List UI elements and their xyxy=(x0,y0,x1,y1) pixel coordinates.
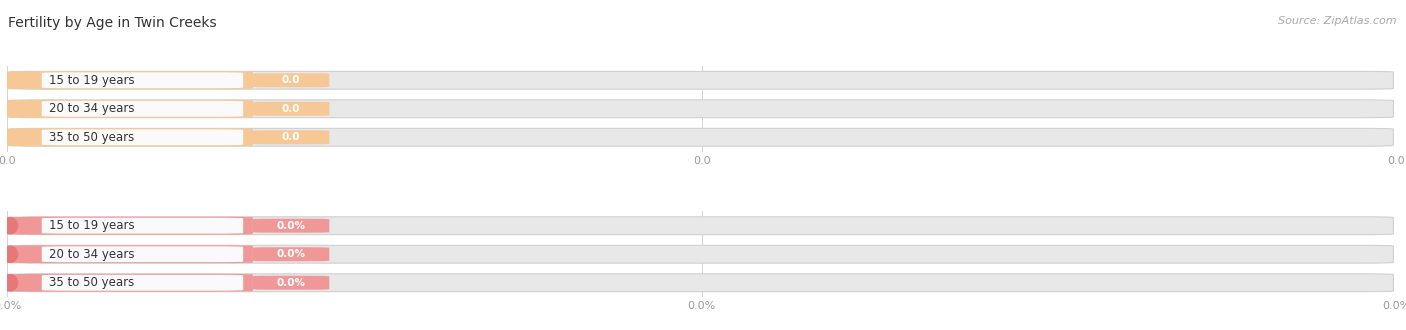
FancyBboxPatch shape xyxy=(10,217,253,235)
Text: Source: ZipAtlas.com: Source: ZipAtlas.com xyxy=(1278,16,1396,26)
Text: 0.0: 0.0 xyxy=(281,75,301,85)
FancyBboxPatch shape xyxy=(42,246,243,262)
FancyBboxPatch shape xyxy=(253,247,329,261)
Ellipse shape xyxy=(1,100,18,118)
Text: 0.0%: 0.0% xyxy=(277,249,305,259)
Text: 35 to 50 years: 35 to 50 years xyxy=(49,276,134,289)
FancyBboxPatch shape xyxy=(10,71,1393,89)
FancyBboxPatch shape xyxy=(10,217,1393,235)
FancyBboxPatch shape xyxy=(42,218,243,234)
FancyBboxPatch shape xyxy=(253,276,329,290)
FancyBboxPatch shape xyxy=(10,71,253,89)
FancyBboxPatch shape xyxy=(42,72,243,88)
FancyBboxPatch shape xyxy=(42,129,243,145)
Text: 15 to 19 years: 15 to 19 years xyxy=(49,74,135,87)
FancyBboxPatch shape xyxy=(10,274,253,292)
FancyBboxPatch shape xyxy=(10,274,1393,292)
Text: 0.0%: 0.0% xyxy=(277,278,305,288)
Text: 35 to 50 years: 35 to 50 years xyxy=(49,131,134,144)
Text: 0.0: 0.0 xyxy=(281,104,301,114)
FancyBboxPatch shape xyxy=(253,130,329,144)
FancyBboxPatch shape xyxy=(253,73,329,87)
FancyBboxPatch shape xyxy=(253,102,329,116)
FancyBboxPatch shape xyxy=(10,245,253,263)
Ellipse shape xyxy=(1,71,18,89)
FancyBboxPatch shape xyxy=(10,245,1393,263)
Text: 0.0: 0.0 xyxy=(281,132,301,142)
FancyBboxPatch shape xyxy=(10,128,1393,146)
Text: 15 to 19 years: 15 to 19 years xyxy=(49,219,135,232)
FancyBboxPatch shape xyxy=(253,219,329,233)
FancyBboxPatch shape xyxy=(42,275,243,291)
Ellipse shape xyxy=(1,217,18,235)
Text: 0.0%: 0.0% xyxy=(277,221,305,231)
FancyBboxPatch shape xyxy=(10,100,1393,118)
Text: Fertility by Age in Twin Creeks: Fertility by Age in Twin Creeks xyxy=(8,16,217,30)
Ellipse shape xyxy=(1,245,18,263)
Ellipse shape xyxy=(1,274,18,292)
FancyBboxPatch shape xyxy=(42,101,243,117)
Text: 20 to 34 years: 20 to 34 years xyxy=(49,102,134,115)
Text: 20 to 34 years: 20 to 34 years xyxy=(49,248,134,261)
Ellipse shape xyxy=(1,128,18,146)
FancyBboxPatch shape xyxy=(10,100,253,118)
FancyBboxPatch shape xyxy=(10,128,253,146)
